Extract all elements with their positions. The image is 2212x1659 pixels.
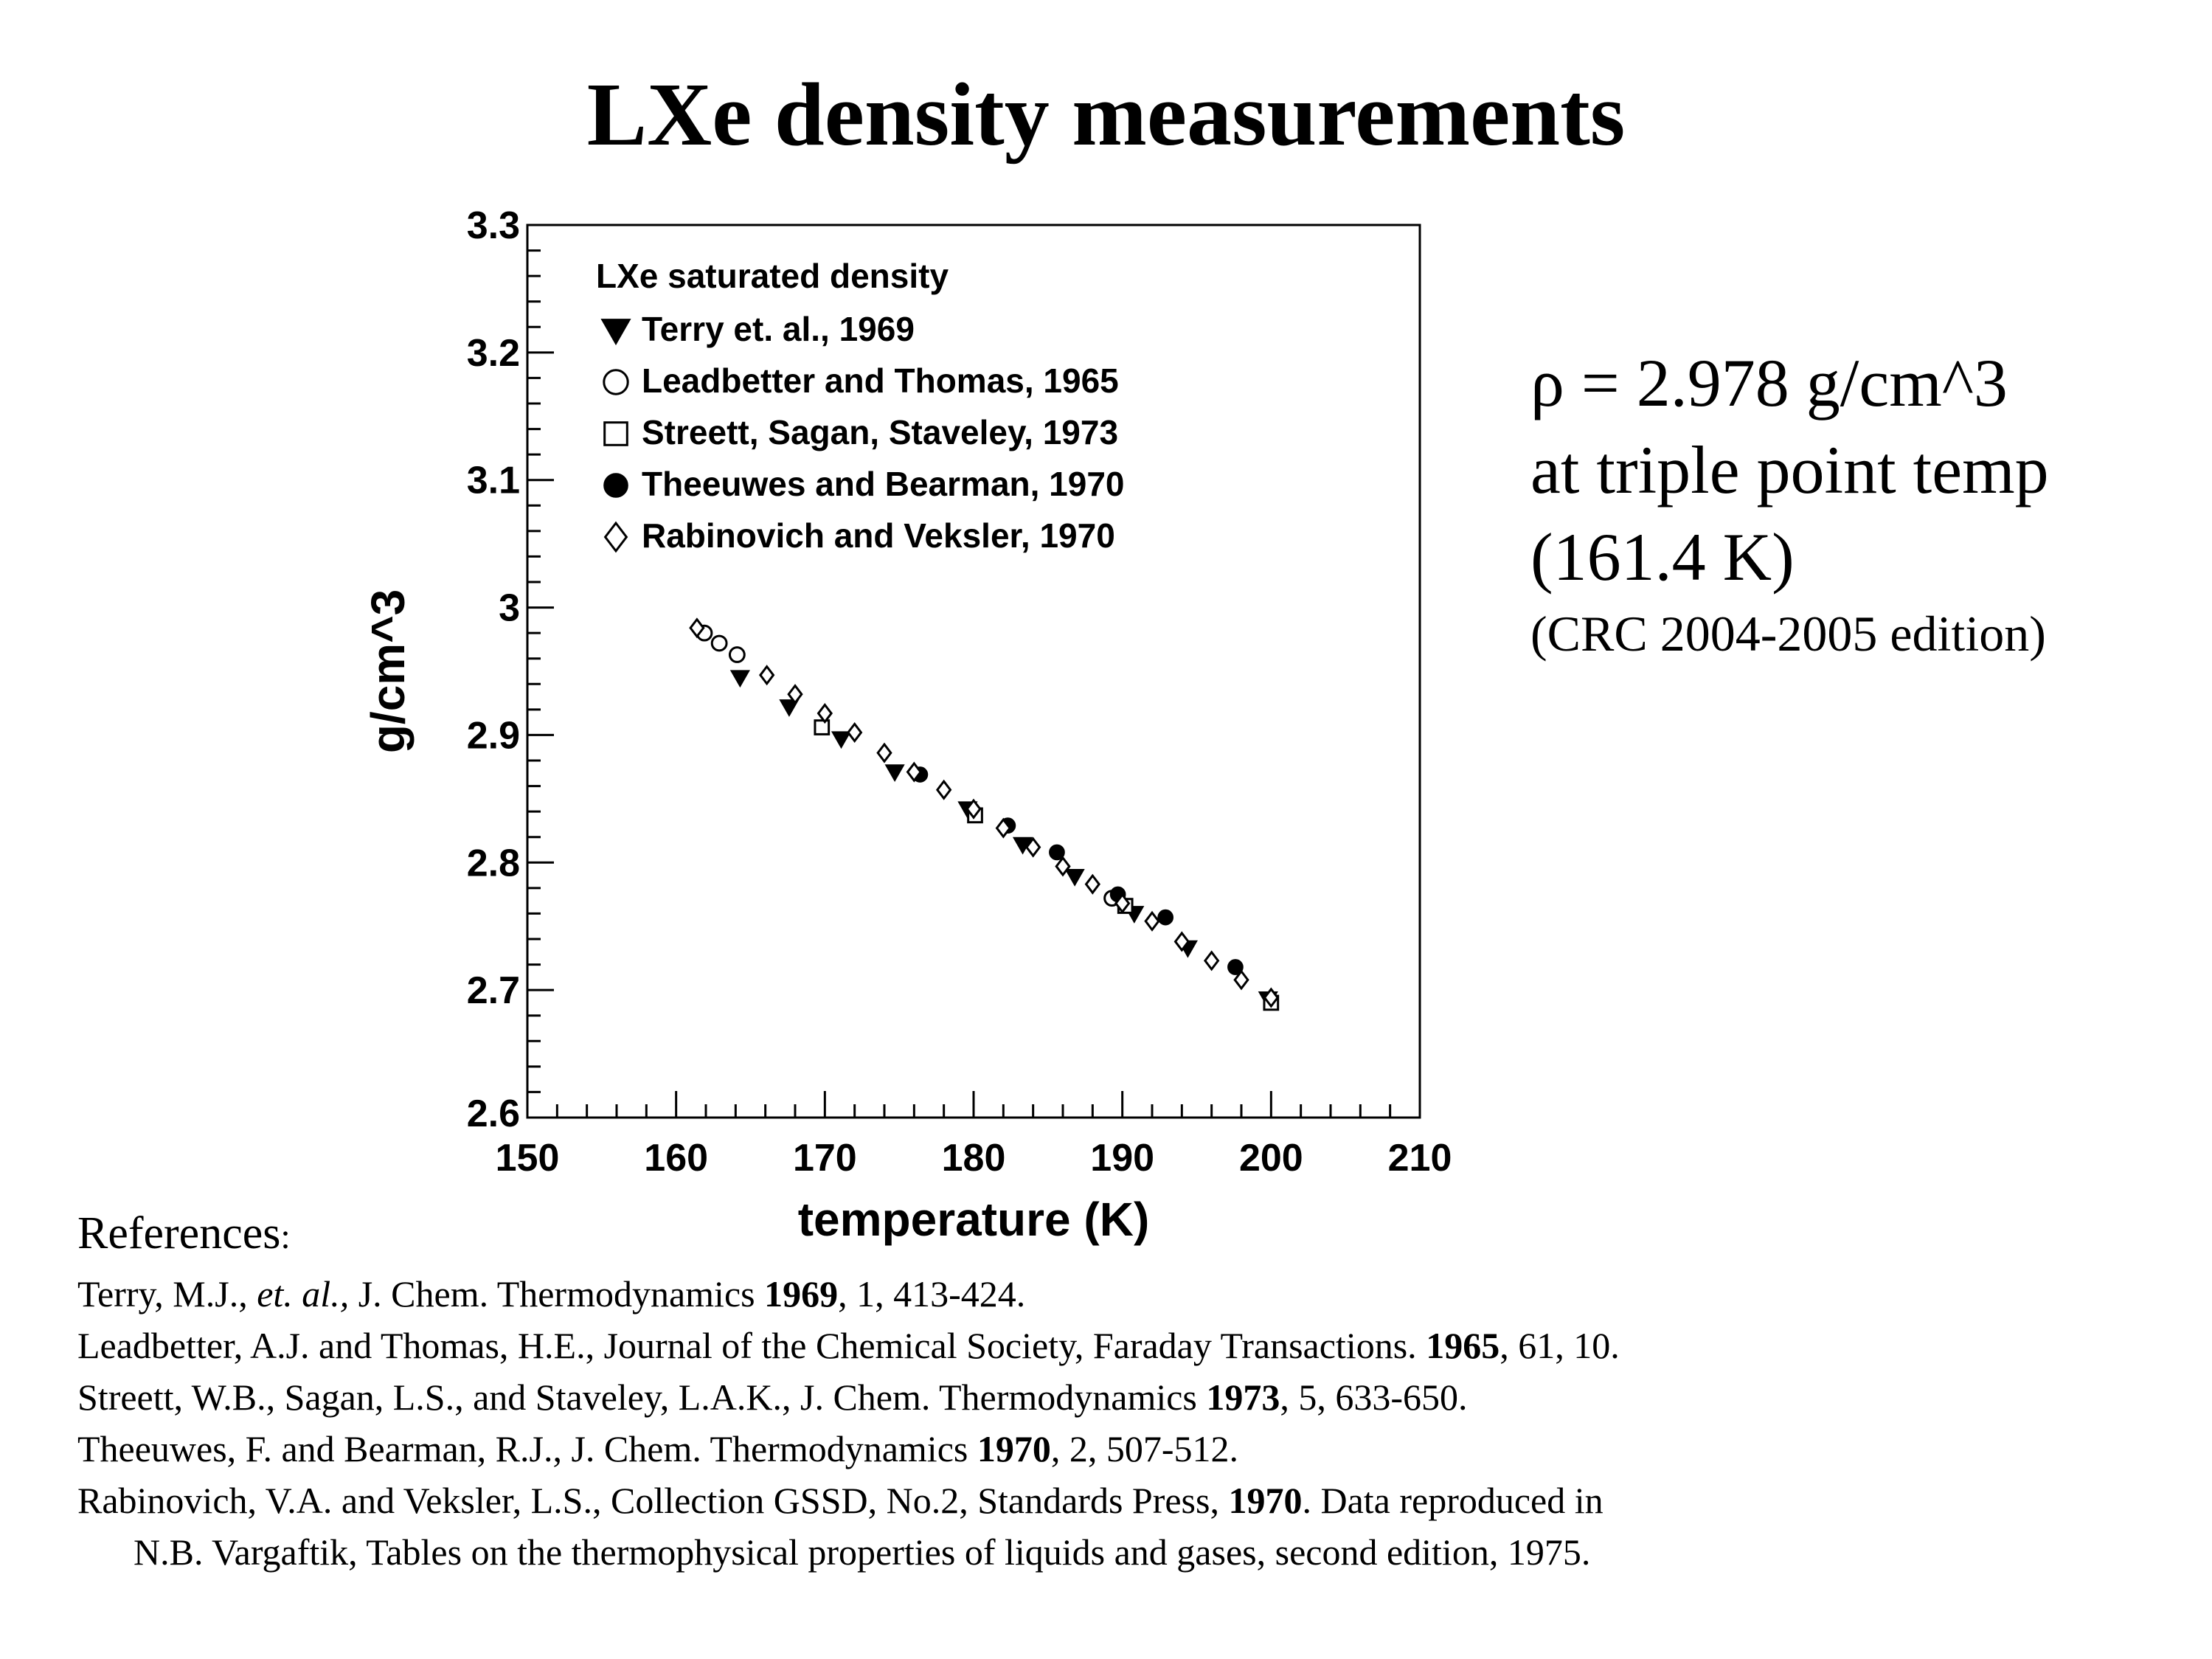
data-point-open-diamond xyxy=(876,742,892,763)
legend-marker-filled-triangle-down xyxy=(600,319,631,346)
x-tick-label: 190 xyxy=(1090,1137,1154,1180)
ref-year: 1970 xyxy=(1228,1480,1303,1521)
ref-text: Leadbetter, A.J. and Thomas, H.E., Journ… xyxy=(77,1325,1426,1366)
y-axis-label: g/cm^3 xyxy=(361,589,415,753)
plot-frame xyxy=(526,224,1421,1119)
reference-item: Terry, M.J., et. al., J. Chem. Thermodyn… xyxy=(77,1268,2143,1320)
legend: LXe saturated density Terry et. al., 196… xyxy=(596,257,1125,555)
data-point-filled-triangle-down xyxy=(1064,869,1085,887)
x-axis-label: temperature (K) xyxy=(798,1193,1150,1246)
data-point-open-diamond xyxy=(1055,856,1071,877)
ref-year: 1970 xyxy=(977,1428,1051,1469)
legend-entry-label: Terry et. al., 1969 xyxy=(642,310,915,348)
reference-item: Streett, W.B., Sagan, L.S., and Staveley… xyxy=(77,1371,2143,1423)
y-tick-label: 2.6 xyxy=(467,1092,520,1135)
ref-text: , 2, 507-512. xyxy=(1050,1428,1239,1469)
data-point-filled-circle xyxy=(1157,909,1174,926)
y-tick-label: 3 xyxy=(499,587,520,630)
data-point-filled-triangle-down xyxy=(729,670,750,688)
slide-title: LXe density measurements xyxy=(586,65,1626,164)
ref-text: , 5, 633-650. xyxy=(1280,1376,1468,1418)
ref-text: , 1, 413-424. xyxy=(838,1273,1026,1315)
data-point-open-diamond xyxy=(995,817,1012,839)
x-tick-label: 150 xyxy=(496,1137,560,1180)
legend-title: LXe saturated density xyxy=(596,257,949,295)
data-point-open-diamond xyxy=(1173,931,1190,952)
x-tick-label: 170 xyxy=(793,1137,857,1180)
ref-year: 1969 xyxy=(764,1273,839,1315)
triple-point-text: at triple point temp xyxy=(1530,432,2049,508)
data-point-open-circle xyxy=(710,634,728,652)
ref-text: , 61, 10. xyxy=(1499,1325,1620,1366)
reference-item: Leadbetter, A.J. and Thomas, H.E., Journ… xyxy=(77,1320,2143,1371)
density-chart: 150 160 170 180 190 200 210 2.6 2.7 2.8 2.9 3 3.1 3.2… xyxy=(361,204,1452,1246)
data-point-open-circle xyxy=(728,646,746,663)
data-points xyxy=(689,617,1280,1011)
data-point-open-diamond xyxy=(817,703,833,724)
data-point-open-diamond xyxy=(787,684,803,705)
data-point-filled-triangle-down xyxy=(884,764,905,783)
data-point-open-diamond xyxy=(1024,837,1041,858)
x-tick-label: 210 xyxy=(1388,1137,1452,1180)
ref-year: 1965 xyxy=(1426,1325,1500,1366)
data-point-open-diamond xyxy=(1203,950,1220,971)
data-point-open-diamond xyxy=(1144,910,1160,932)
y-tick-label: 3.2 xyxy=(467,332,520,375)
data-point-open-diamond xyxy=(689,617,705,639)
y-tick-label: 3.3 xyxy=(467,204,520,247)
axis-ticks xyxy=(526,224,1421,1119)
triple-point-note: ρ = 2.978 g/cm^3 at triple point temp (1… xyxy=(1530,339,2194,667)
data-point-filled-circle xyxy=(1227,959,1244,975)
data-point-open-square xyxy=(814,719,831,735)
legend-entry-label: Theeuwes and Bearman, 1970 xyxy=(642,465,1125,503)
data-point-filled-circle xyxy=(1049,844,1065,861)
ref-text: Rabinovich, V.A. and Veksler, L.S., Coll… xyxy=(77,1480,1229,1521)
legend-marker-filled-circle xyxy=(603,473,628,498)
ref-italic: et. al., xyxy=(257,1273,350,1315)
reference-item: Theeuwes, F. and Bearman, R.J., J. Chem.… xyxy=(77,1423,2143,1475)
y-tick-label: 2.7 xyxy=(467,969,520,1012)
data-point-open-diamond xyxy=(1233,969,1249,991)
legend-marker-open-square xyxy=(603,421,628,446)
data-point-open-diamond xyxy=(906,761,923,783)
triple-point-temp: (161.4 K) xyxy=(1530,519,1795,595)
reference-item: Rabinovich, V.A. and Veksler, L.S., Coll… xyxy=(77,1475,2143,1526)
data-point-open-diamond xyxy=(758,665,775,686)
references-heading: References: xyxy=(77,1202,2143,1268)
data-point-open-diamond xyxy=(1263,987,1280,1008)
density-value: ρ = 2.978 g/cm^3 xyxy=(1530,345,2008,420)
ref-text: . Data reproduced in xyxy=(1302,1480,1603,1521)
y-tick-label: 3.1 xyxy=(467,460,520,502)
data-point-filled-triangle-down xyxy=(779,699,800,717)
ref-text: Streett, W.B., Sagan, L.S., and Staveley… xyxy=(77,1376,1207,1418)
ref-text: Theeuwes, F. and Bearman, R.J., J. Chem.… xyxy=(77,1428,977,1469)
references: References: Terry, M.J., et. al., J. Che… xyxy=(77,1202,2143,1578)
data-point-open-diamond xyxy=(1084,873,1101,895)
data-point-open-diamond xyxy=(965,798,982,820)
source-edition: (CRC 2004-2005 edition) xyxy=(1530,606,2046,662)
x-tick-label: 180 xyxy=(942,1137,1006,1180)
data-point-open-diamond xyxy=(846,721,863,743)
legend-entry-label: Leadbetter and Thomas, 1965 xyxy=(642,361,1119,400)
ref-text: J. Chem. Thermodynamics xyxy=(349,1273,765,1315)
data-point-open-diamond xyxy=(1114,893,1131,914)
legend-entry-label: Rabinovich and Veksler, 1970 xyxy=(642,516,1115,555)
x-tick-label: 200 xyxy=(1239,1137,1303,1180)
legend-marker-open-diamond xyxy=(603,521,628,553)
data-point-open-diamond xyxy=(935,779,952,800)
y-tick-label: 2.9 xyxy=(467,714,520,757)
tick-labels: 150 160 170 180 190 200 210 2.6 2.7 2.8 2.9 3 3.1 3.2… xyxy=(467,204,1452,1180)
y-tick-label: 2.8 xyxy=(467,842,520,884)
x-tick-label: 160 xyxy=(644,1137,708,1180)
references-heading-colon: : xyxy=(280,1217,291,1256)
ref-year: 1973 xyxy=(1206,1376,1280,1418)
data-point-filled-triangle-down xyxy=(831,731,852,749)
legend-marker-open-circle xyxy=(603,369,629,395)
references-heading-text: References xyxy=(77,1208,281,1258)
ref-text: Terry, M.J., xyxy=(77,1273,257,1315)
legend-entry-label: Streett, Sagan, Staveley, 1973 xyxy=(642,413,1118,451)
reference-item-continued: N.B. Vargaftik, Tables on the thermophys… xyxy=(134,1531,1591,1573)
